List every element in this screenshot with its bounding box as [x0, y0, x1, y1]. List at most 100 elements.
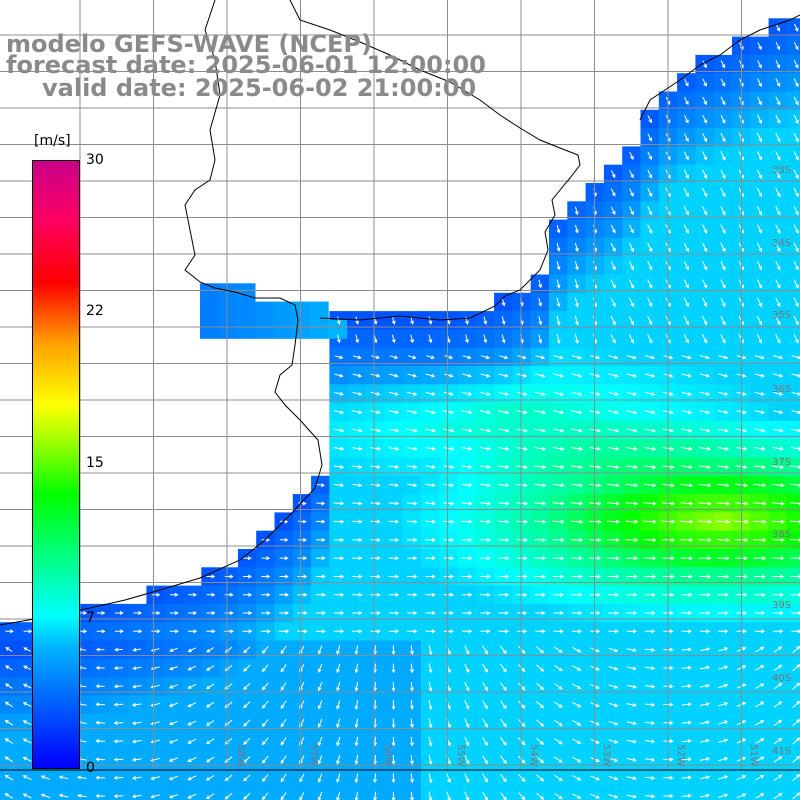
wind-arrow	[169, 629, 179, 634]
wind-arrow	[482, 682, 488, 692]
wind-arrow	[756, 279, 763, 289]
wind-arrow	[95, 739, 106, 744]
wind-arrow	[698, 537, 712, 542]
wind-arrow	[644, 391, 656, 396]
wind-cell	[786, 146, 800, 166]
wind-arrow	[647, 242, 653, 253]
wind-cell	[640, 786, 660, 800]
wind-arrow	[261, 737, 269, 746]
wind-arrow	[681, 702, 692, 707]
wind-arrow	[534, 483, 547, 488]
wind-arrow	[388, 556, 400, 561]
wind-arrow	[681, 391, 692, 396]
wind-arrow	[336, 736, 341, 747]
wind-arrow	[333, 574, 345, 579]
wind-arrow	[535, 592, 546, 597]
wind-cell	[713, 786, 733, 800]
wind-arrow	[572, 646, 582, 653]
wind-arrow	[40, 775, 51, 780]
wind-arrow	[625, 465, 638, 469]
wind-arrow	[409, 700, 414, 710]
wind-arrow	[626, 703, 637, 707]
wind-arrow	[720, 315, 726, 326]
wind-arrow	[553, 355, 564, 360]
wind-arrow	[702, 133, 708, 143]
wind-arrow	[336, 681, 341, 692]
wind-arrow	[516, 537, 528, 542]
wind-arrow	[610, 170, 616, 179]
wind-arrow	[354, 791, 359, 800]
wind-arrow	[699, 446, 711, 451]
wind-arrow	[683, 187, 689, 198]
wind-arrow	[610, 279, 616, 289]
wind-arrow	[261, 682, 269, 691]
wind-arrow	[680, 483, 694, 488]
wind-arrow	[479, 428, 492, 433]
wind-cell	[786, 658, 800, 678]
wind-arrow	[775, 132, 781, 143]
wind-arrow	[96, 611, 106, 616]
wind-arrow	[354, 773, 359, 784]
wind-arrow	[95, 684, 105, 689]
wind-arrow	[370, 428, 382, 433]
wind-arrow	[681, 611, 693, 616]
wind-arrow	[187, 793, 197, 799]
wind-arrow	[628, 242, 634, 253]
wind-arrow	[497, 501, 510, 506]
wind-arrow	[753, 556, 767, 561]
wind-arrow	[793, 114, 799, 125]
wind-arrow	[571, 428, 583, 433]
wind-cell	[786, 677, 800, 696]
wind-arrow	[95, 702, 105, 707]
wind-cell	[732, 786, 751, 800]
longitude-label: 55W	[455, 744, 466, 767]
wind-arrow	[699, 592, 711, 597]
wind-arrow	[556, 315, 561, 326]
wind-arrow	[446, 791, 451, 800]
wind-arrow	[334, 355, 344, 360]
wind-arrow	[373, 334, 378, 344]
wind-arrow	[772, 446, 784, 451]
wind-arrow	[188, 611, 198, 616]
wind-arrow	[608, 391, 619, 396]
wind-arrow	[406, 464, 418, 469]
wind-arrow	[702, 60, 707, 69]
wind-arrow	[76, 793, 87, 798]
wind-arrow	[370, 592, 381, 597]
wind-arrow	[370, 464, 381, 469]
wind-arrow	[556, 243, 561, 252]
wind-arrow	[462, 355, 472, 360]
wind-arrow	[645, 355, 656, 360]
wind-arrow	[718, 391, 729, 396]
wind-arrow	[243, 719, 251, 727]
wind-arrow	[647, 133, 652, 142]
wind-arrow	[608, 373, 619, 378]
wind-arrow	[388, 391, 399, 396]
wind-arrow	[610, 297, 616, 308]
wind-arrow	[425, 574, 436, 579]
wind-arrow	[479, 537, 492, 542]
wind-arrow	[95, 757, 106, 762]
wind-arrow	[317, 736, 323, 747]
wind-arrow	[702, 206, 708, 216]
wind-arrow	[317, 700, 323, 710]
wind-arrow	[775, 41, 781, 51]
wind-arrow	[461, 574, 473, 579]
wind-arrow	[354, 645, 359, 656]
wind-arrow	[571, 391, 583, 396]
wind-arrow	[498, 629, 509, 634]
wind-arrow	[336, 645, 341, 655]
wind-arrow	[333, 592, 345, 597]
wind-arrow	[771, 537, 785, 542]
wind-arrow	[681, 775, 692, 780]
wind-arrow	[608, 666, 619, 671]
wind-arrow	[720, 242, 726, 253]
wind-arrow	[683, 224, 689, 234]
wind-arrow	[698, 501, 712, 506]
wind-arrow	[498, 574, 510, 579]
wind-arrow	[498, 464, 510, 469]
wind-arrow	[334, 373, 344, 378]
wind-arrow	[699, 629, 711, 634]
wind-arrow	[702, 187, 708, 198]
wind-arrow	[407, 391, 418, 396]
